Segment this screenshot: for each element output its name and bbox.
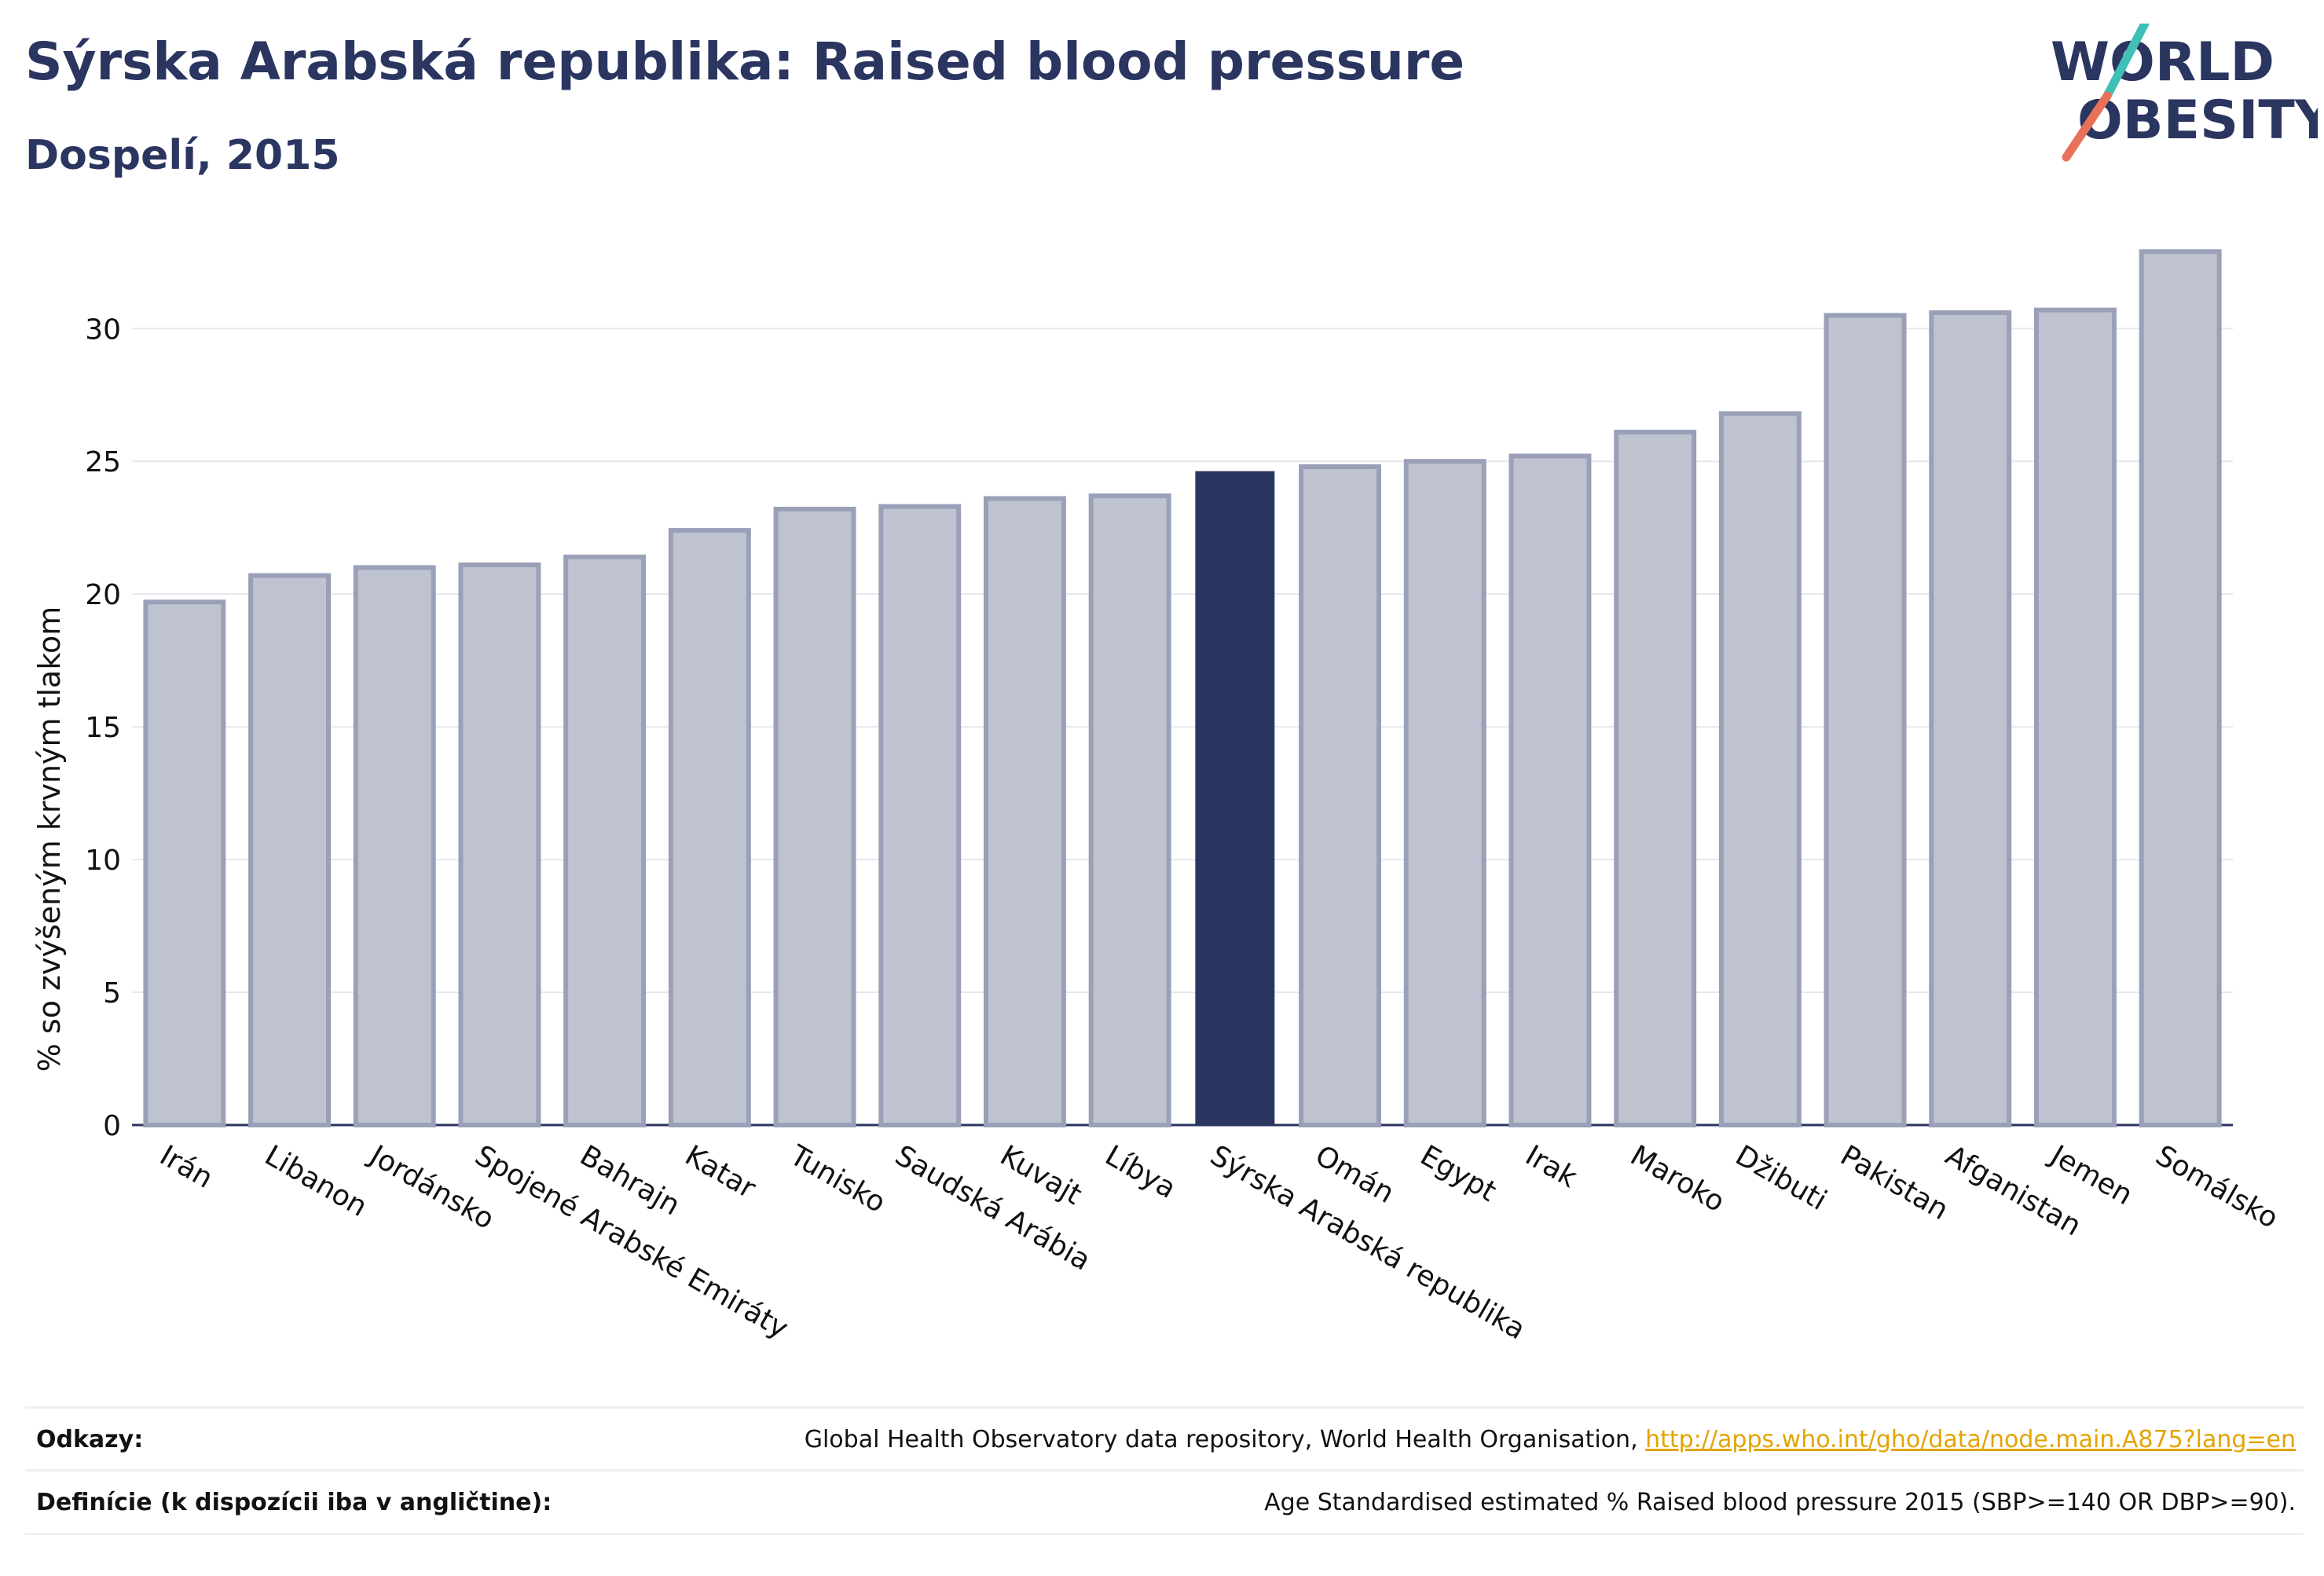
definitions-label: Definície (k dispozícii iba v angličtine… bbox=[36, 1488, 552, 1516]
bar[interactable] bbox=[563, 554, 647, 1127]
x-tick-label: Džibuti bbox=[1730, 1139, 1832, 1217]
logo-line1: WORLD bbox=[2051, 31, 2275, 93]
bar[interactable] bbox=[248, 573, 332, 1127]
chart-subtitle: Dospelí, 2015 bbox=[25, 132, 340, 179]
logo-line2: OBESITY bbox=[2077, 90, 2318, 152]
x-tick-label: Katar bbox=[680, 1139, 761, 1205]
definitions-row: Definície (k dispozícii iba v angličtine… bbox=[25, 1469, 2304, 1535]
bar[interactable] bbox=[1824, 313, 1907, 1127]
x-tick-label: Irán bbox=[154, 1139, 218, 1195]
y-tick-label: 30 bbox=[85, 313, 121, 346]
world-obesity-logo: WORLD OBESITY bbox=[2051, 24, 2318, 162]
bar[interactable] bbox=[2033, 307, 2117, 1128]
x-tick-label: Saudská Arábia bbox=[889, 1139, 1096, 1277]
bar[interactable] bbox=[983, 496, 1066, 1127]
bar[interactable] bbox=[773, 507, 856, 1127]
references-value: Global Health Observatory data repositor… bbox=[805, 1426, 2304, 1453]
x-tick-label: Tunisko bbox=[784, 1139, 891, 1219]
bar[interactable] bbox=[1195, 471, 1275, 1126]
bar[interactable] bbox=[668, 528, 751, 1127]
references-row: Odkazy: Global Health Observatory data r… bbox=[25, 1406, 2304, 1470]
references-link[interactable]: http://apps.who.int/gho/data/node.main.A… bbox=[1645, 1425, 2296, 1453]
chart-title: Sýrska Arabská republika: Raised blood p… bbox=[25, 31, 1465, 92]
bar[interactable] bbox=[878, 504, 962, 1127]
bar[interactable] bbox=[1718, 411, 1802, 1127]
bar[interactable] bbox=[143, 599, 226, 1127]
bar[interactable] bbox=[1929, 310, 2012, 1127]
x-tick-label: Somálsko bbox=[2150, 1139, 2284, 1235]
definitions-value: Age Standardised estimated % Raised bloo… bbox=[1264, 1488, 2296, 1516]
y-tick-label: 0 bbox=[103, 1110, 121, 1142]
x-tick-label: Libanon bbox=[259, 1139, 372, 1223]
bar[interactable] bbox=[353, 565, 436, 1127]
logo-slash-bottom bbox=[2062, 91, 2112, 162]
bar[interactable] bbox=[2139, 249, 2222, 1127]
references-label: Odkazy: bbox=[36, 1425, 144, 1453]
y-axis-title: % so zvýšeným krvným tlakom bbox=[32, 607, 67, 1072]
bar-layer bbox=[143, 249, 2222, 1128]
grid-layer bbox=[132, 328, 2233, 1127]
x-tick-label: Líbya bbox=[1100, 1139, 1182, 1205]
bar[interactable] bbox=[1614, 430, 1697, 1127]
bar[interactable] bbox=[1403, 459, 1486, 1127]
bar[interactable] bbox=[1088, 493, 1171, 1127]
y-tick-label: 25 bbox=[85, 446, 121, 478]
bar[interactable] bbox=[1299, 464, 1382, 1127]
y-tick-label: 10 bbox=[85, 845, 121, 877]
bar[interactable] bbox=[458, 563, 541, 1127]
y-tick-label: 20 bbox=[85, 579, 121, 611]
y-tick-label: 15 bbox=[85, 712, 121, 744]
bar[interactable] bbox=[1508, 453, 1592, 1127]
references-text: Global Health Observatory data repositor… bbox=[804, 1425, 1646, 1453]
y-tick-label: 5 bbox=[103, 977, 121, 1010]
logo-slash-top bbox=[2102, 24, 2150, 101]
x-tick-label: Pakistan bbox=[1835, 1139, 1954, 1226]
x-tick-label: Irak bbox=[1519, 1139, 1582, 1194]
x-tick-label: Egypt bbox=[1415, 1139, 1501, 1208]
x-tick-label: Maroko bbox=[1625, 1139, 1730, 1219]
